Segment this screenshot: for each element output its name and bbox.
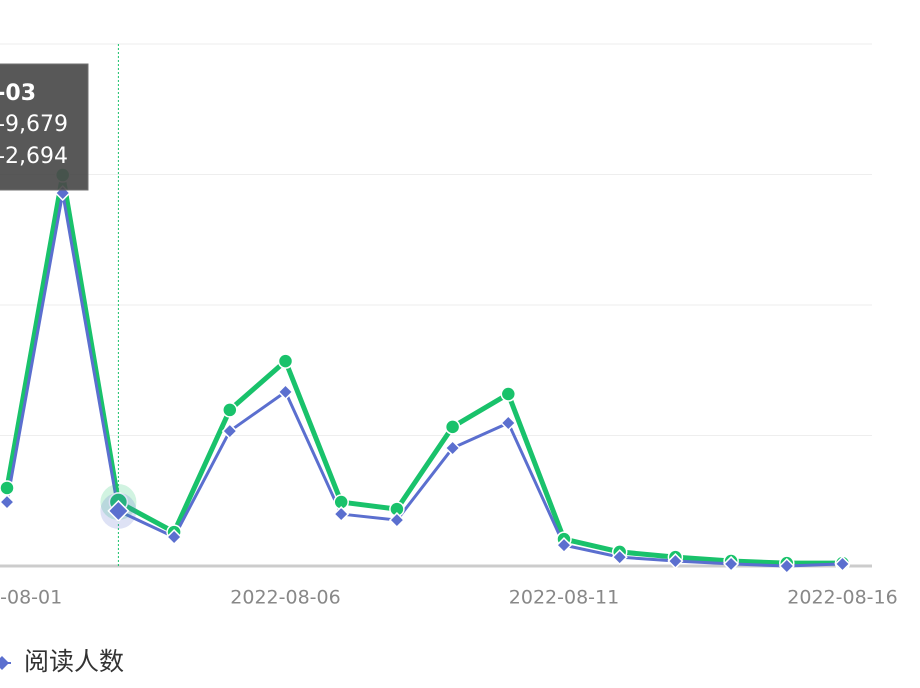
point xyxy=(277,353,294,369)
x-tick-label: 2022-08-06 xyxy=(230,587,340,609)
point xyxy=(444,419,461,435)
point xyxy=(221,423,238,440)
point xyxy=(834,555,851,572)
legend-marker xyxy=(0,656,9,670)
point xyxy=(0,480,15,496)
tooltip-line: -9,679 xyxy=(0,112,68,137)
point xyxy=(388,512,405,529)
point xyxy=(500,386,517,402)
point xyxy=(778,557,795,575)
x-tick-label: 2022-08-11 xyxy=(509,587,619,609)
point xyxy=(667,552,684,570)
tooltip-box xyxy=(0,63,89,191)
point xyxy=(277,383,294,400)
point xyxy=(166,528,183,546)
point xyxy=(107,499,130,522)
series-line xyxy=(5,191,843,568)
point xyxy=(500,414,517,432)
x-tick-label: 2022-08-01 xyxy=(0,587,62,609)
tooltip-title: -03 xyxy=(0,81,36,106)
series-line xyxy=(4,172,843,566)
point xyxy=(611,549,628,566)
point xyxy=(222,402,238,418)
point xyxy=(444,439,461,457)
point xyxy=(0,493,16,511)
point xyxy=(723,555,740,572)
x-tick-label: 2022-08-16 xyxy=(787,587,897,609)
point xyxy=(333,506,350,523)
point xyxy=(555,537,573,554)
tooltip: -03 -9,679 -2,694 xyxy=(0,63,89,191)
legend-label: 阅读人数 xyxy=(24,647,124,676)
tooltip-line: -2,694 xyxy=(0,144,68,169)
